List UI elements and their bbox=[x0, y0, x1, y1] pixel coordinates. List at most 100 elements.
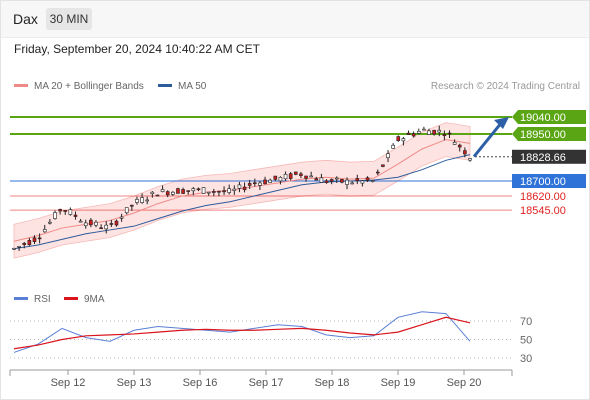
candle-body bbox=[258, 182, 262, 186]
forecast-arrow-shaft bbox=[472, 121, 504, 158]
candle-body bbox=[253, 182, 257, 185]
rsi-tick-30: 30 bbox=[520, 353, 532, 365]
candle-body bbox=[27, 240, 32, 246]
current-price-label: 18828.66 bbox=[520, 152, 566, 164]
candle-body bbox=[447, 132, 452, 135]
candle-body bbox=[196, 188, 201, 191]
candle-body bbox=[334, 177, 339, 180]
legend-ma20: MA 20 + Bollinger Bands bbox=[14, 81, 144, 92]
bollinger-band bbox=[13, 122, 471, 259]
rsi-swatch bbox=[14, 296, 28, 300]
candle-body bbox=[319, 177, 324, 183]
legend-ma50: MA 50 bbox=[158, 81, 206, 92]
candle-body bbox=[212, 191, 216, 193]
rsi-ma-swatch bbox=[64, 296, 78, 300]
candle-body bbox=[386, 153, 390, 159]
level-tag-0 bbox=[512, 110, 586, 124]
candle-body bbox=[155, 194, 160, 197]
x-tick-label: Sep 17 bbox=[249, 377, 284, 389]
candle-body bbox=[109, 223, 114, 225]
x-tick-label: Sep 13 bbox=[117, 377, 152, 389]
candle-body bbox=[263, 179, 267, 185]
candle-body bbox=[227, 188, 231, 193]
candle-body bbox=[288, 173, 293, 179]
legend-ma20-label: MA 20 + Bollinger Bands bbox=[34, 81, 144, 92]
candle-body bbox=[278, 177, 283, 182]
candle-body bbox=[176, 188, 180, 194]
candle-body bbox=[468, 158, 472, 161]
x-tick-label: Sep 18 bbox=[315, 377, 350, 389]
x-tick-label: Sep 19 bbox=[381, 377, 416, 389]
candle-body bbox=[191, 188, 196, 192]
legend-rsi: RSI bbox=[14, 294, 51, 305]
candle-body bbox=[104, 224, 109, 230]
ma50-swatch bbox=[158, 83, 172, 87]
candle-body bbox=[150, 191, 155, 195]
legend-ma50-label: MA 50 bbox=[178, 81, 207, 92]
candle-body bbox=[73, 214, 78, 217]
candle-body bbox=[12, 248, 16, 250]
symbol-label: Dax bbox=[13, 11, 38, 27]
ma50-line bbox=[13, 154, 471, 250]
candle-body bbox=[145, 199, 150, 202]
candle-body bbox=[94, 221, 98, 226]
candle-body bbox=[411, 133, 416, 137]
level-tag-3 bbox=[512, 174, 586, 188]
rsi-line bbox=[13, 311, 471, 353]
timestamp: Friday, September 20, 2024 10:40:22 AM C… bbox=[14, 42, 260, 56]
candle-body bbox=[401, 138, 406, 142]
candle-body bbox=[63, 210, 68, 212]
candle-body bbox=[309, 175, 313, 178]
legend-rsi-ma: 9MA bbox=[64, 294, 105, 305]
candle-body bbox=[99, 227, 103, 230]
ma20-swatch bbox=[14, 83, 28, 87]
x-tick-label: Sep 16 bbox=[183, 377, 218, 389]
candle-body bbox=[53, 212, 57, 219]
candle-body bbox=[314, 178, 319, 181]
candle-body bbox=[345, 179, 349, 185]
level-tag-1 bbox=[512, 126, 586, 141]
candle-body bbox=[329, 179, 334, 182]
x-tick-label: Sep 12 bbox=[51, 377, 86, 389]
candle-body bbox=[37, 237, 42, 240]
level-label-4: 18620.00 bbox=[520, 191, 566, 203]
legend-rsi-label: RSI bbox=[34, 294, 51, 305]
candle-body bbox=[165, 191, 170, 196]
x-tick-label: Sep 20 bbox=[447, 377, 482, 389]
candle-body bbox=[201, 187, 206, 194]
candle-body bbox=[463, 150, 467, 155]
candle-body bbox=[427, 130, 431, 135]
candle-body bbox=[304, 175, 308, 179]
candle-body bbox=[48, 221, 52, 224]
level-label-0: 19040.00 bbox=[520, 112, 566, 124]
candle-body bbox=[391, 144, 395, 149]
candle-body bbox=[186, 190, 191, 192]
candle-body bbox=[247, 183, 252, 186]
candle-body bbox=[78, 220, 83, 223]
candle-body bbox=[22, 242, 27, 245]
candle-body bbox=[365, 177, 370, 181]
candle-body bbox=[232, 188, 237, 191]
candle-body bbox=[324, 180, 329, 183]
candle-body bbox=[160, 189, 165, 192]
candle-body bbox=[350, 182, 354, 185]
source-credit: Research © 2024 Trading Central bbox=[430, 81, 580, 92]
candle-body bbox=[119, 216, 124, 219]
candle-body bbox=[340, 179, 344, 183]
timeframe-button[interactable]: 30 MIN bbox=[46, 8, 92, 30]
candle-body bbox=[17, 246, 21, 248]
candle-body bbox=[360, 180, 365, 184]
candle-body bbox=[355, 178, 360, 182]
candle-body bbox=[68, 209, 73, 215]
candle-body bbox=[293, 171, 298, 175]
candle-body bbox=[124, 207, 129, 214]
candle-body bbox=[242, 186, 247, 191]
candle-body bbox=[222, 190, 226, 193]
candle-body bbox=[114, 220, 119, 226]
candle-body bbox=[135, 199, 139, 203]
current-price-tag bbox=[512, 149, 586, 164]
level-label-3: 18700.00 bbox=[520, 176, 566, 188]
candle-body bbox=[406, 132, 411, 135]
candle-body bbox=[273, 175, 278, 180]
